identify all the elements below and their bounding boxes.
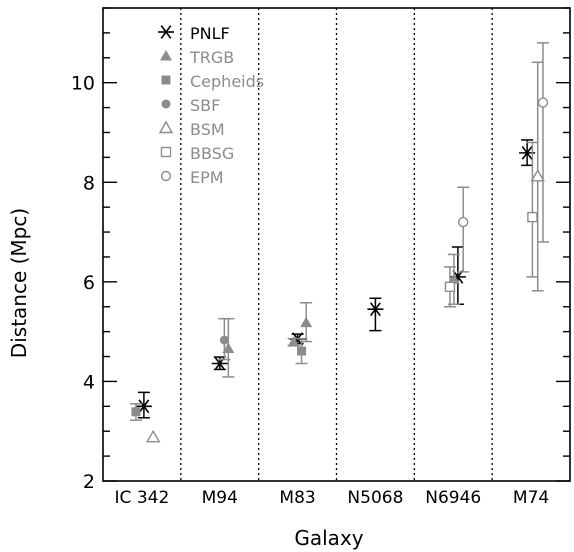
legend-label: Cepheids (190, 72, 264, 91)
marker-shape (219, 335, 229, 345)
data-point-cepheids (129, 403, 142, 422)
x-tick-label: N6946 (425, 488, 481, 508)
x-axis-title: Galaxy (294, 526, 363, 550)
y-tick-label: 2 (83, 471, 95, 493)
marker-shape (447, 273, 460, 284)
marker-stroke (138, 399, 150, 414)
marker-shape (160, 170, 172, 182)
marker-shape (161, 99, 171, 109)
y-tick-label: 6 (83, 272, 95, 294)
marker-stroke (521, 146, 533, 160)
data-point-pnlf (135, 391, 152, 419)
marker-shape (444, 281, 456, 293)
legend-label: BBSG (190, 144, 234, 163)
marker-shape (300, 316, 313, 328)
plot-frame (102, 7, 571, 482)
x-tick-label: IC 342 (115, 488, 170, 508)
data-point-pnlf (367, 297, 384, 332)
y-tick-label: 10 (71, 73, 95, 95)
legend-entry-pnlf: PNLF (158, 24, 230, 43)
marker-stroke (369, 302, 381, 317)
legend-entry-bsm: BSM (158, 120, 225, 139)
marker-shape (457, 216, 469, 228)
marker-shape (131, 407, 141, 417)
x-tick-label: N5068 (347, 488, 403, 508)
data-point-bsm (145, 429, 161, 443)
x-tick-label: M94 (202, 488, 238, 508)
legend-label: SBF (190, 96, 220, 115)
data-point-epm (536, 42, 549, 243)
data-point-cepheids (295, 337, 308, 365)
data-point-bsm (530, 61, 545, 292)
legend-entry-bbsg: BBSG (160, 144, 234, 163)
marker-shape (537, 97, 549, 108)
y-axis-title: Distance (Mpc) (7, 208, 31, 358)
x-axis: IC 342 M94 M83 N5068 N6946 M74 (115, 488, 550, 508)
marker-shape (530, 168, 545, 182)
data-point-bbsg (443, 266, 456, 308)
data-points (129, 42, 549, 443)
legend-label: EPM (190, 168, 224, 187)
x-tick-label: M83 (279, 488, 315, 508)
data-point-sbf (218, 317, 231, 361)
marker-shape (160, 146, 172, 158)
marker-shape (527, 211, 538, 223)
legend-entry-sbf: SBF (161, 96, 220, 115)
data-point-bbsg (526, 141, 539, 278)
y-tick-label: 8 (83, 172, 95, 194)
marker-shape (287, 336, 300, 347)
marker-stroke (160, 25, 172, 39)
data-point-trgb (300, 302, 313, 343)
y-tick-label: 4 (83, 371, 95, 393)
legend: PNLF TRGB Cepheids SBF BSM BBSG EPM (158, 24, 264, 187)
data-point-epm (457, 186, 470, 273)
marker-shape (158, 120, 174, 134)
marker-shape (222, 342, 235, 354)
marker-shape (145, 429, 161, 443)
y-axis: 2 4 6 8 10 (71, 7, 570, 493)
legend-entry-trgb: TRGB (160, 48, 234, 67)
x-tick-label: M74 (513, 488, 549, 508)
marker-shape (160, 50, 172, 61)
legend-entry-cepheids: Cepheids (161, 72, 264, 91)
legend-label: PNLF (190, 24, 230, 43)
legend-entry-epm: EPM (160, 168, 224, 187)
marker-shape (297, 346, 307, 356)
marker-shape (161, 75, 171, 85)
legend-label: BSM (190, 120, 225, 139)
legend-label: TRGB (189, 48, 234, 67)
